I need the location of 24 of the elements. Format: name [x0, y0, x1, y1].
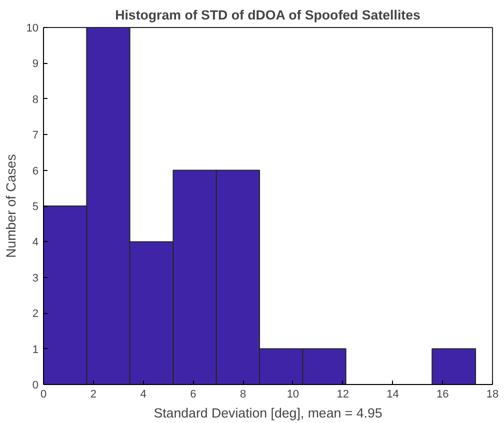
y-tick-label: 9: [32, 58, 39, 70]
x-tick-label: 4: [140, 388, 146, 400]
x-tick-label: 12: [336, 388, 349, 400]
y-axis-title: Number of Cases: [3, 154, 18, 258]
x-tick-label: 16: [436, 388, 449, 400]
y-tick-label: 10: [26, 22, 39, 34]
y-tick-label: 7: [32, 130, 39, 142]
x-tick-label: 18: [486, 388, 499, 400]
x-tick-label: 8: [240, 388, 246, 400]
y-tick-label: 3: [32, 272, 39, 284]
chart-title: Histogram of STD of dDOA of Spoofed Satellites: [115, 8, 420, 22]
y-tick-label: 2: [32, 308, 39, 320]
y-tick-label: 6: [32, 165, 39, 178]
y-tick-label: 8: [32, 94, 39, 106]
y-tick-label: 1: [32, 344, 39, 356]
x-tick-label: 2: [90, 388, 96, 400]
y-tick-label: 5: [32, 201, 39, 213]
x-tick-label: 6: [190, 388, 196, 400]
x-tick-label: 14: [386, 388, 399, 400]
y-tick-label: 0: [32, 380, 39, 392]
x-tick-label: 10: [286, 388, 300, 400]
y-tick-label: 4: [32, 236, 39, 249]
x-tick-label: 0: [40, 388, 47, 400]
x-axis-title: Standard Deviation [deg], mean = 4.95: [154, 406, 382, 420]
